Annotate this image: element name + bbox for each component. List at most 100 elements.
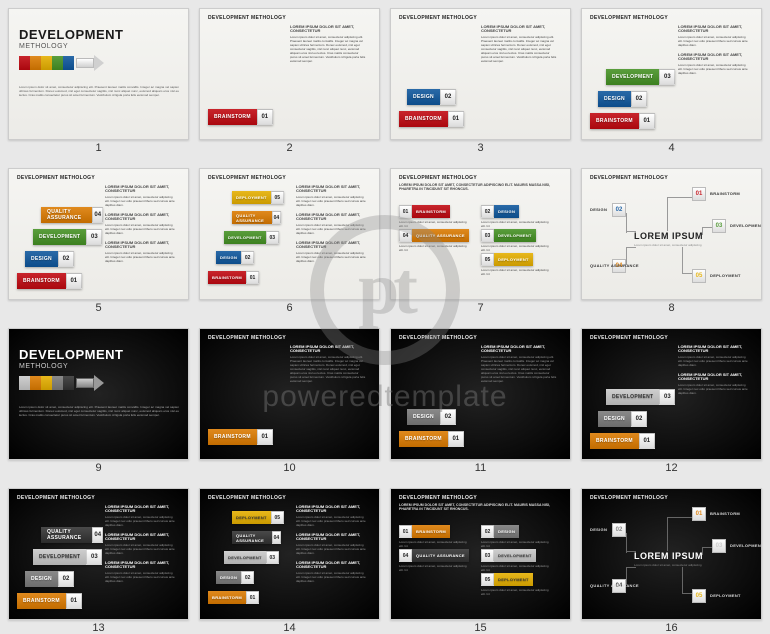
step-caption: Lorem ipsum dolor sit amet, consectetur … bbox=[481, 220, 551, 228]
slide[interactable]: DEVELOPMENT METHOLOGYDEPLOYMENT05QUALITY… bbox=[199, 168, 380, 300]
step-box: DEVELOPMENT03 bbox=[33, 549, 102, 565]
step-box: 03DEVELOPMENT bbox=[481, 229, 536, 242]
slide-header: DEVELOPMENT METHOLOGY bbox=[399, 175, 477, 181]
slide-number: 4 bbox=[668, 142, 674, 154]
step-label: DEVELOPMENT bbox=[224, 551, 266, 564]
step-label: DESIGN bbox=[598, 411, 631, 427]
slide[interactable]: DEVELOPMENT METHOLOGYBRAINSTORM01LOREM I… bbox=[199, 328, 380, 460]
text-block: LOREM IPSUM DOLOR SIT AMET, CONSECTETURL… bbox=[296, 185, 366, 207]
slide[interactable]: DEVELOPMENT METHOLOGYQUALITY ASSURANCE04… bbox=[8, 488, 189, 620]
step-label: DEVELOPMENT bbox=[224, 231, 266, 244]
center-title: LOREM IPSUM bbox=[634, 551, 703, 561]
step-number: 02 bbox=[241, 571, 254, 584]
step-label: BRAINSTORM bbox=[590, 113, 639, 129]
step-box: BRAINSTORM01 bbox=[17, 593, 82, 609]
arrow-shaft bbox=[76, 58, 94, 68]
arrow-segment bbox=[63, 56, 74, 70]
step-number: 03 bbox=[86, 229, 102, 245]
step-box: DEVELOPMENT03 bbox=[224, 551, 279, 564]
text-heading: LOREM IPSUM DOLOR SIT AMET, CONSECTETUR bbox=[296, 241, 366, 249]
step-label: BRAINSTORM bbox=[17, 273, 66, 289]
slide[interactable]: DEVELOPMENT METHOLOGYDESIGN02BRAINSTORM0… bbox=[390, 8, 571, 140]
step-number: 03 bbox=[481, 549, 494, 562]
text-block: LOREM IPSUM DOLOR SIT AMET, CONSECTETURL… bbox=[105, 533, 175, 555]
step-label: BRAINSTORM bbox=[208, 109, 257, 125]
step-label: DEPLOYMENT bbox=[494, 253, 533, 266]
step-number: 05 bbox=[271, 511, 284, 524]
slide[interactable]: DEVELOPMENTMETHOLOGYLorem ipsum dolor si… bbox=[8, 8, 189, 140]
step-number: 01 bbox=[246, 591, 259, 604]
connector-line bbox=[667, 197, 693, 198]
slide[interactable]: DEVELOPMENT METHOLOGYDEVELOPMENT03DESIGN… bbox=[581, 8, 762, 140]
slide-grid: DEVELOPMENT METHOLOGY Lorem ipsum dolor si… bbox=[0, 0, 770, 630]
text-heading: LOREM IPSUM DOLOR SIT AMET, CONSECTETUR bbox=[290, 25, 366, 33]
arrow-bar bbox=[19, 56, 114, 70]
step-number: 02 bbox=[440, 89, 456, 105]
slide[interactable]: DEVELOPMENT METHOLOGYLOREM IPSUMLorem ip… bbox=[581, 488, 762, 620]
slide-header: DEVELOPMENT METHOLOGY bbox=[590, 175, 668, 181]
right-text: LOREM IPSUM DOLOR SIT AMET, CONSECTETUR L… bbox=[105, 185, 175, 263]
step-number: 03 bbox=[266, 551, 279, 564]
text-heading: LOREM IPSUM DOLOR SIT AMET, CONSECTETUR bbox=[296, 213, 366, 221]
step-caption: Lorem ipsum dolor sit amet, consectetur … bbox=[481, 564, 551, 572]
text-heading: LOREM IPSUM DOLOR SIT AMET, CONSECTETUR bbox=[481, 25, 557, 33]
text-heading: LOREM IPSUM DOLOR SIT AMET, CONSECTETUR bbox=[678, 373, 748, 381]
step-number: 02 bbox=[481, 205, 494, 218]
slide[interactable]: DEVELOPMENT METHOLOGYBRAINSTORM01LOREM I… bbox=[199, 8, 380, 140]
node-number: 01 bbox=[692, 507, 706, 521]
node-number: 05 bbox=[692, 589, 706, 603]
text-heading: LOREM IPSUM DOLOR SIT AMET, CONSECTETUR bbox=[296, 185, 366, 193]
step-label: DEVELOPMENT bbox=[606, 389, 659, 405]
node-label: DESIGN bbox=[590, 207, 607, 212]
sub-title: METHOLOGY bbox=[19, 43, 114, 50]
step-box: 02DESIGN bbox=[481, 205, 519, 218]
step-box: DEVELOPMENT03 bbox=[224, 231, 279, 244]
step-number: 01 bbox=[639, 433, 655, 449]
slide[interactable]: DEVELOPMENT METHOLOGYLOREM IPSUMLorem ip… bbox=[581, 168, 762, 300]
arrow-head bbox=[76, 56, 104, 70]
step-box: BRAINSTORM01 bbox=[208, 109, 273, 125]
step-caption: Lorem ipsum dolor sit amet, consectetur … bbox=[481, 588, 551, 596]
lorem-text: Lorem ipsum dolor sit amet, consectetur … bbox=[19, 405, 179, 417]
slide-cell: DEVELOPMENT METHOLOGYLOREM IPSUM DOLOR S… bbox=[390, 168, 571, 314]
step-label: DESIGN bbox=[598, 91, 631, 107]
slide-cell: DEVELOPMENT METHOLOGYLOREM IPSUMLorem ip… bbox=[581, 168, 762, 314]
slide[interactable]: DEVELOPMENT METHOLOGYQUALITY ASSURANCE04… bbox=[8, 168, 189, 300]
step-box: DESIGN02 bbox=[407, 409, 456, 425]
text-block: LOREM IPSUM DOLOR SIT AMET, CONSECTETURL… bbox=[290, 25, 366, 63]
step-box: 05DEPLOYMENT bbox=[481, 253, 533, 266]
step-box: 01BRAINSTORM bbox=[399, 205, 450, 218]
text-body: Lorem ipsum dolor sit amet, consectetur … bbox=[105, 251, 175, 263]
connector-line bbox=[626, 231, 636, 232]
slide-header: DEVELOPMENT METHOLOGY bbox=[208, 335, 286, 341]
step-number: 01 bbox=[639, 113, 655, 129]
slide-cell: DEVELOPMENT METHOLOGYLOREM IPSUMLorem ip… bbox=[581, 488, 762, 634]
slide[interactable]: DEVELOPMENT METHOLOGYDESIGN02BRAINSTORM0… bbox=[390, 328, 571, 460]
arrow-shaft bbox=[76, 378, 94, 388]
slide[interactable]: DEVELOPMENT METHOLOGYLOREM IPSUM DOLOR S… bbox=[390, 488, 571, 620]
slide[interactable]: DEVELOPMENT METHOLOGYLOREM IPSUM DOLOR S… bbox=[390, 168, 571, 300]
text-block: LOREM IPSUM DOLOR SIT AMET, CONSECTETURL… bbox=[678, 345, 748, 367]
center-subtext: Lorem ipsum dolor sit amet, consectetur … bbox=[634, 243, 704, 247]
slide[interactable]: DEVELOPMENT METHOLOGYDEVELOPMENT03DESIGN… bbox=[581, 328, 762, 460]
text-body: Lorem ipsum dolor sit amet, consectetur … bbox=[105, 543, 175, 555]
step-caption: Lorem ipsum dolor sit amet, consectetur … bbox=[399, 564, 469, 572]
text-heading: LOREM IPSUM DOLOR SIT AMET, CONSECTETUR bbox=[105, 185, 175, 193]
step-number: 01 bbox=[246, 271, 259, 284]
step-label: DESIGN bbox=[216, 571, 241, 584]
step-number: 04 bbox=[92, 207, 103, 223]
slide-number: 15 bbox=[474, 622, 486, 634]
slide[interactable]: DEVELOPMENTMETHOLOGYLorem ipsum dolor si… bbox=[8, 328, 189, 460]
step-label: BRAINSTORM bbox=[399, 431, 448, 447]
text-heading: LOREM IPSUM DOLOR SIT AMET, CONSECTETUR bbox=[678, 53, 748, 61]
text-body: Lorem ipsum dolor sit amet, consectetur … bbox=[678, 35, 748, 47]
step-caption: Lorem ipsum dolor sit amet, consectetur … bbox=[399, 244, 469, 252]
text-body: Lorem ipsum dolor sit amet, consectetur … bbox=[105, 195, 175, 207]
text-block: LOREM IPSUM DOLOR SIT AMET, CONSECTETURL… bbox=[481, 25, 557, 63]
step-box: BRAINSTORM01 bbox=[399, 111, 464, 127]
step-label: DEVELOPMENT bbox=[494, 229, 536, 242]
slide-number: 7 bbox=[477, 302, 483, 314]
right-text: LOREM IPSUM DOLOR SIT AMET, CONSECTETUR L… bbox=[296, 185, 366, 263]
step-box: DESIGN02 bbox=[598, 91, 647, 107]
slide[interactable]: DEVELOPMENT METHOLOGYDEPLOYMENT05QUALITY… bbox=[199, 488, 380, 620]
